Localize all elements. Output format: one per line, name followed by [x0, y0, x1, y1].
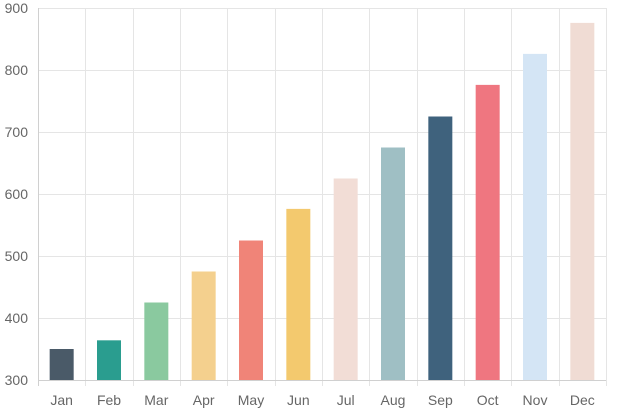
bar-sep [428, 116, 453, 380]
bar-aug [381, 147, 405, 380]
x-tick-label-sep: Sep [428, 392, 453, 408]
x-tick-label-may: May [238, 392, 264, 408]
bar-mar [144, 302, 169, 380]
x-tick-label-oct: Oct [477, 392, 499, 408]
bar-jul [333, 178, 358, 380]
bar-feb [97, 340, 121, 380]
bar-may [239, 240, 263, 380]
y-tick-label-600: 600 [5, 186, 29, 202]
x-tick-label-nov: Nov [523, 392, 548, 408]
x-tick-label-dec: Dec [570, 392, 595, 408]
bar-dec [570, 22, 595, 380]
bar-nov [523, 53, 547, 380]
bar-apr [191, 271, 216, 380]
x-axis-ticks: Jan Feb Mar Apr May Jun Jul Aug Sep Oct Nov Dec [50, 392, 594, 408]
bar-jan [49, 349, 74, 380]
x-tick-label-jul: Jul [337, 392, 355, 408]
y-tick-label-300: 300 [5, 372, 29, 388]
bar-jun [286, 208, 311, 380]
y-tick-label-700: 700 [5, 124, 29, 140]
y-tick-label-800: 800 [5, 62, 29, 78]
y-axis-ticks: 300 400 500 600 700 800 900 [5, 0, 29, 388]
bar-oct [475, 84, 500, 380]
grid [38, 8, 607, 386]
x-tick-label-aug: Aug [381, 392, 406, 408]
x-tick-label-apr: Apr [193, 392, 215, 408]
x-tick-label-jun: Jun [287, 392, 310, 408]
x-tick-label-jan: Jan [50, 392, 73, 408]
x-tick-label-mar: Mar [144, 392, 168, 408]
y-tick-label-400: 400 [5, 310, 29, 326]
y-tick-label-500: 500 [5, 248, 29, 264]
bars [49, 22, 595, 380]
y-tick-label-900: 900 [5, 0, 29, 16]
x-tick-label-feb: Feb [97, 392, 121, 408]
